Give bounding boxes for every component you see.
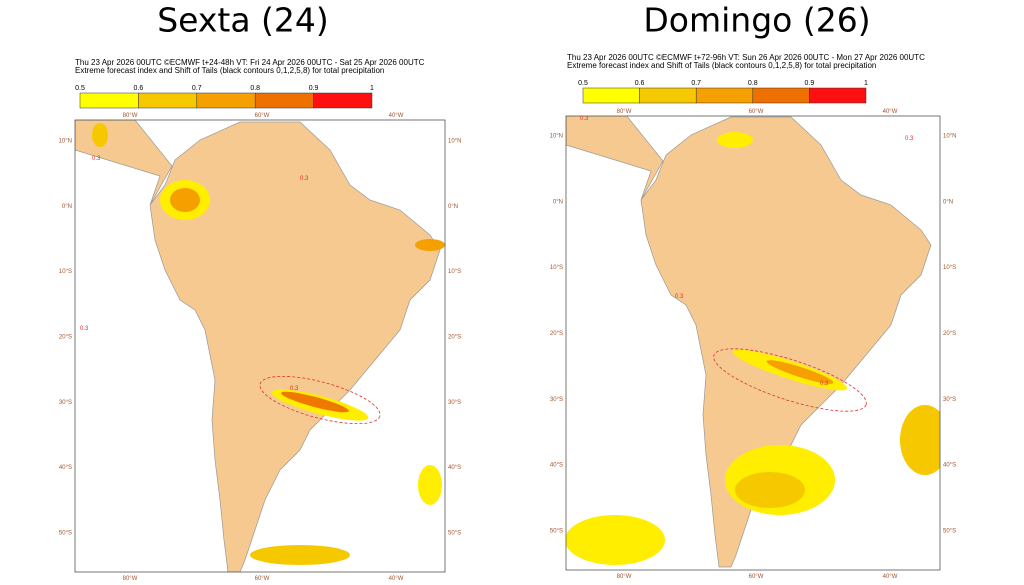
colorbar-swatch (254, 92, 314, 109)
colorbar-label: 0.7 (691, 80, 701, 87)
map-frame (74, 119, 446, 573)
precip-area (566, 515, 665, 565)
colorbar-swatch (138, 92, 198, 109)
colorbar-swatch (79, 92, 139, 109)
precip-area (250, 545, 350, 565)
precip-area (170, 188, 200, 212)
contour-label: 0.3 (905, 136, 914, 142)
colorbar-label: 0.8 (250, 85, 260, 92)
colorbar-label: 0.6 (635, 80, 645, 87)
lat-label: 0°N (553, 199, 563, 205)
lat-label: 10°N (59, 139, 72, 145)
colorbar-label: 1 (864, 80, 868, 87)
colorbar-swatch (752, 87, 810, 104)
contour (713, 348, 867, 412)
colorbar-label: 0.9 (309, 85, 319, 92)
contour-label: 0.3 (80, 326, 89, 332)
panel: Domingo (26) Thu 23 Apr 2026 00UTC ©ECMWF… (550, 1, 957, 581)
map-frame (565, 115, 941, 571)
lon-label: 60°W (749, 574, 764, 580)
contour-label: 0.3 (290, 386, 299, 392)
contour-label: 0.3 (675, 294, 684, 300)
lat-label: 30°S (59, 400, 72, 406)
colorbar-swatch (809, 87, 867, 104)
lon-label: 40°W (389, 576, 404, 582)
lat-label: 20°S (943, 331, 956, 337)
lat-label: 40°S (943, 463, 956, 469)
lat-label: 10°S (59, 269, 72, 275)
lat-label: 10°S (550, 265, 563, 271)
lat-label: 50°S (448, 530, 461, 536)
lat-label: 50°S (59, 530, 72, 536)
colorbar-label: 0.9 (805, 80, 815, 87)
header-line: Extreme forecast index and Shift of Tail… (567, 61, 876, 70)
lon-label: 60°W (255, 576, 270, 582)
lat-label: 20°S (448, 334, 461, 340)
lat-label: 30°S (448, 400, 461, 406)
colorbar-label: 0.5 (75, 85, 85, 92)
contour-label: 0.3 (300, 176, 309, 182)
lat-label: 30°S (550, 397, 563, 403)
panel: Sexta (24) Thu 23 Apr 2026 00UTC ©ECMWF t… (59, 1, 462, 583)
colorbar-label: 0.6 (134, 85, 144, 92)
lon-label: 40°W (883, 574, 898, 580)
lat-label: 20°S (550, 331, 563, 337)
precip-area (717, 132, 753, 148)
lat-label: 50°S (943, 528, 956, 534)
lon-label: 80°W (123, 113, 138, 119)
lat-label: 20°S (59, 334, 72, 340)
colorbar-swatch (582, 87, 640, 104)
map (75, 120, 445, 572)
colorbar-label: 0.7 (192, 85, 202, 92)
header-line: Thu 23 Apr 2026 00UTC ©ECMWF t+72-96h VT… (567, 53, 925, 62)
precip-area (766, 360, 834, 384)
lat-label: 10°S (943, 265, 956, 271)
colorbar-label: 0.5 (578, 80, 588, 87)
precip-area (415, 239, 445, 251)
precip-area (92, 123, 108, 147)
lat-label: 10°N (550, 134, 563, 140)
lon-label: 40°W (883, 109, 898, 115)
colorbar-label: 0.8 (748, 80, 758, 87)
lat-label: 40°S (448, 465, 461, 471)
lon-label: 60°W (255, 113, 270, 119)
panel-title: Domingo (26) (643, 1, 870, 40)
precip-area (900, 405, 940, 475)
panel-title: Sexta (24) (157, 1, 329, 40)
lon-label: 80°W (617, 109, 632, 115)
lat-label: 10°N (943, 134, 956, 140)
lat-label: 30°S (943, 397, 956, 403)
precip-area (281, 391, 349, 413)
precip-area (735, 472, 805, 508)
lat-label: 40°S (550, 463, 563, 469)
lat-label: 10°N (448, 139, 461, 145)
colorbar-swatch (313, 92, 373, 109)
lat-label: 0°N (943, 199, 953, 205)
precip-area (418, 465, 442, 505)
colorbar-swatch (639, 87, 697, 104)
map (566, 116, 940, 568)
colorbar-label: 1 (370, 85, 374, 92)
lat-label: 0°N (62, 204, 72, 210)
contour-label: 0.3 (92, 156, 101, 162)
lat-label: 0°N (448, 204, 458, 210)
header-line: Thu 23 Apr 2026 00UTC ©ECMWF t+24-48h VT… (75, 58, 425, 67)
lon-label: 80°W (617, 574, 632, 580)
contour-label: 0.3 (580, 116, 589, 122)
lat-label: 50°S (550, 528, 563, 534)
contour-label: 0.3 (820, 381, 829, 387)
lon-label: 80°W (123, 576, 138, 582)
lat-label: 10°S (448, 269, 461, 275)
colorbar-swatch (196, 92, 256, 109)
lat-label: 40°S (59, 465, 72, 471)
continent (75, 120, 441, 572)
colorbar-swatch (695, 87, 754, 104)
lon-label: 60°W (749, 109, 764, 115)
lon-label: 40°W (389, 113, 404, 119)
contour (259, 375, 381, 425)
header-line: Extreme forecast index and Shift of Tail… (75, 66, 384, 75)
